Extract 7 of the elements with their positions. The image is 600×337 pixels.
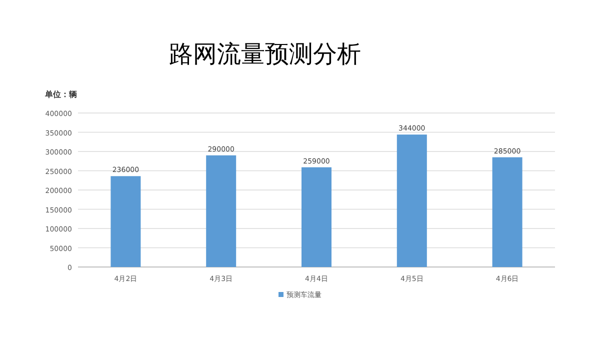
- chart-title: 路网流量预测分析: [169, 40, 361, 68]
- bar: [206, 155, 236, 267]
- bar: [302, 167, 332, 267]
- bar: [110, 176, 141, 267]
- bar: [492, 157, 522, 267]
- y-axis-title: 单位：辆: [44, 90, 77, 99]
- bar: [396, 134, 427, 267]
